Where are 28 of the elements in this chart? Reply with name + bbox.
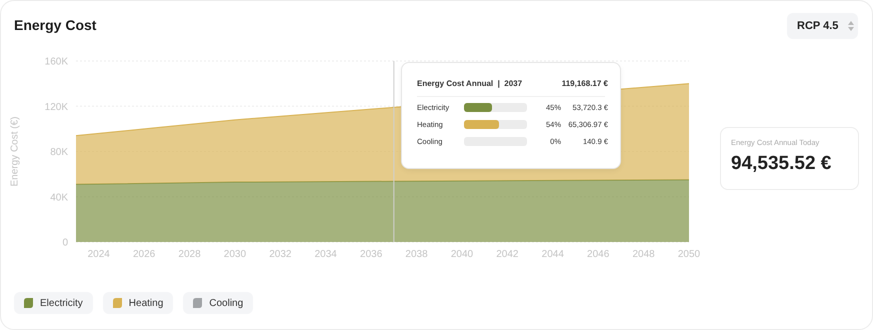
x-tick-label: 2048: [632, 249, 656, 260]
x-tick-label: 2046: [587, 249, 610, 260]
text: 94,535.52 €: [731, 153, 832, 175]
x-tick-label: 2036: [360, 249, 383, 260]
annotation: 119,168.17 €: [562, 79, 608, 88]
y-axis-title: Energy Cost (€): [10, 116, 21, 187]
y-tick-label: 0: [62, 238, 68, 249]
x-tick-label: 2044: [542, 249, 564, 260]
legend-label: Electricity: [40, 298, 83, 308]
y-tick-label: 40K: [50, 192, 68, 204]
x-tick-label: 2050: [678, 249, 701, 260]
y-tick-label: 80K: [50, 147, 68, 158]
x-tick-label: 2032: [269, 249, 292, 260]
x-tick-label: 2028: [178, 249, 202, 260]
text: RCP 4.5: [797, 20, 838, 32]
x-tick-label: 2038: [405, 249, 428, 260]
x-tick-label: 2024: [88, 249, 110, 260]
legend-label: Cooling: [209, 298, 244, 308]
x-tick-label: 2034: [314, 249, 338, 260]
x-tick-label: 2040: [450, 249, 474, 260]
y-tick-label: 120K: [44, 102, 68, 113]
chart-title: Energy Cost: [14, 17, 96, 33]
annotation: Energy Cost Annual | 2037: [417, 79, 522, 88]
x-tick-label: 2030: [224, 249, 246, 260]
legend-label: Heating: [128, 298, 164, 308]
x-tick-label: 2026: [132, 249, 156, 260]
y-tick-label: 160K: [44, 56, 68, 68]
x-tick-label: 2042: [496, 249, 519, 260]
